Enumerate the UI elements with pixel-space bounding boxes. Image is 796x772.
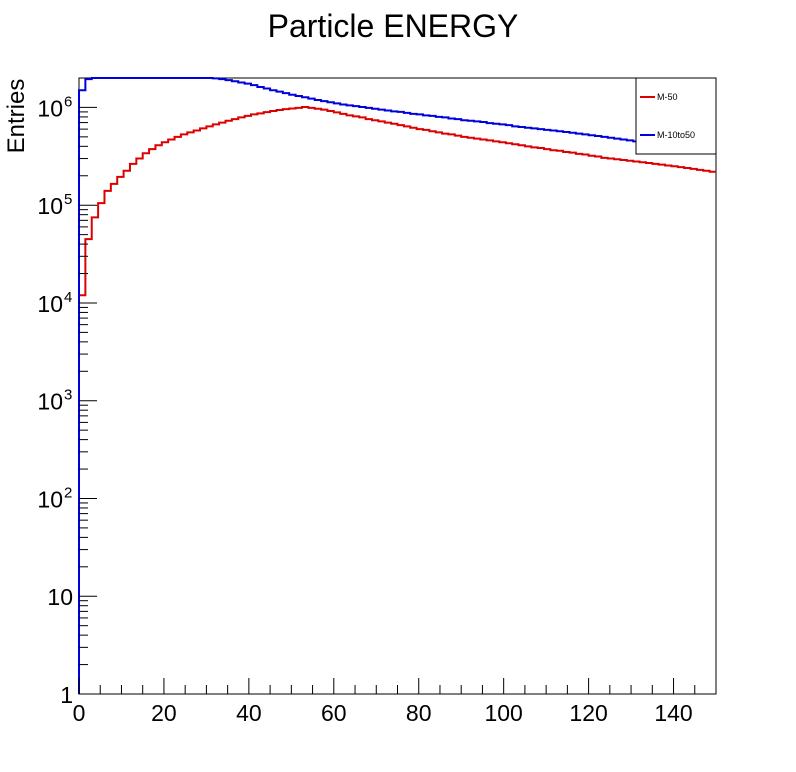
- y-tick-label: 10: [37, 389, 63, 415]
- y-tick-label: 10: [37, 193, 63, 219]
- legend-label-m50: M-50: [657, 92, 678, 102]
- x-tick-label: 120: [569, 700, 607, 726]
- chart-title: Particle ENERGY: [268, 8, 519, 44]
- x-tick-label: 100: [484, 700, 522, 726]
- series-line-0: [78, 106, 716, 694]
- y-tick-exponent: 2: [64, 484, 72, 501]
- plot-area: [78, 77, 717, 695]
- y-tick-exponent: 6: [64, 93, 72, 110]
- legend-label-m10to50: M-10to50: [657, 130, 695, 140]
- legend-box: [635, 77, 717, 155]
- x-tick-label: 60: [321, 700, 347, 726]
- y-tick-exponent: 3: [64, 387, 72, 404]
- x-tick-label: 20: [151, 700, 177, 726]
- y-tick-exponent: 5: [64, 191, 72, 208]
- y-tick-label: 10: [37, 291, 63, 317]
- x-tick-label: 40: [236, 700, 262, 726]
- series-line-1: [78, 77, 716, 694]
- x-tick-label: 0: [73, 700, 86, 726]
- x-tick-label: 140: [654, 700, 692, 726]
- y-tick-exponent: 4: [64, 289, 72, 306]
- x-axis: 0 20 40 60 80 100 120 140: [73, 678, 717, 726]
- y-axis-label: Entries: [3, 79, 30, 154]
- plot-frame: [78, 77, 717, 695]
- y-tick-label: 10: [37, 486, 63, 512]
- y-tick-label: 1: [60, 682, 73, 708]
- y-tick-label: 10: [37, 95, 63, 121]
- y-tick-label: 10: [47, 584, 73, 610]
- series-layer: [78, 77, 716, 694]
- legend: M-50 M-10to50: [635, 77, 717, 155]
- x-tick-label: 80: [406, 700, 432, 726]
